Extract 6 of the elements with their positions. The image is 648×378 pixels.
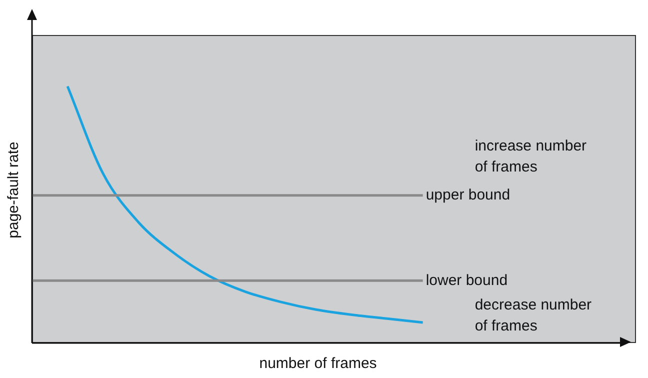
ref-line-label: upper bound <box>426 186 510 204</box>
annotation: increase number of frames <box>474 137 587 176</box>
ref-line-label: lower bound <box>426 272 508 289</box>
y-axis-title: page-fault rate <box>5 142 22 238</box>
annotation: decrease number of frames <box>474 296 592 335</box>
x-axis-title: number of frames <box>259 355 377 372</box>
